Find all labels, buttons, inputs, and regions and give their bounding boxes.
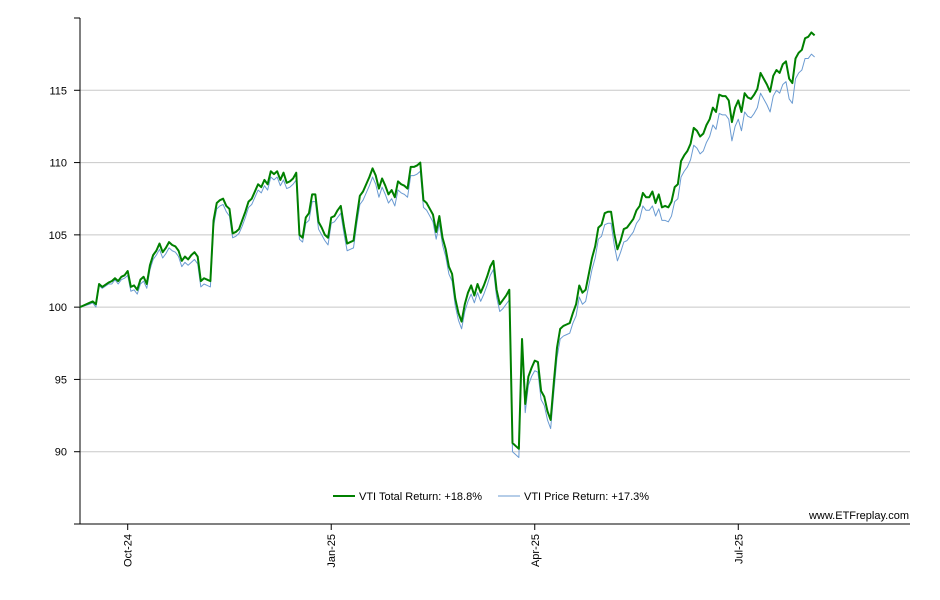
x-tick-label-Jul-25: Jul-25	[733, 534, 745, 564]
x-tick-label-Apr-25: Apr-25	[530, 534, 542, 567]
y-tick-label-95: 95	[55, 374, 67, 386]
y-tick-label-90: 90	[55, 447, 67, 459]
gridlines	[80, 89, 910, 453]
x-tick-label-Jan-25: Jan-25	[326, 534, 338, 568]
y-axis-ticks: 90 95 100 105 110 115	[49, 17, 80, 459]
y-tick-label-100: 100	[49, 302, 67, 314]
watermark-text: www.ETFreplay.com	[808, 510, 909, 522]
series-line-0	[79, 31, 816, 450]
y-tick-label-105: 105	[49, 230, 67, 242]
legend: VTI Total Return: +18.8% VTI Price Return…	[333, 491, 649, 503]
legend-label-1: VTI Price Return: +17.3%	[524, 491, 649, 503]
x-tick-label-Oct-24: Oct-24	[123, 534, 135, 567]
y-tick-label-115: 115	[49, 85, 67, 97]
y-tick-label-110: 110	[49, 158, 67, 170]
series-lines	[79, 31, 816, 458]
x-axis-ticks: Oct-24 Jan-25 Apr-25 Jul-25	[123, 524, 745, 568]
legend-label-0: VTI Total Return: +18.8%	[359, 491, 482, 503]
axes	[74, 18, 910, 525]
